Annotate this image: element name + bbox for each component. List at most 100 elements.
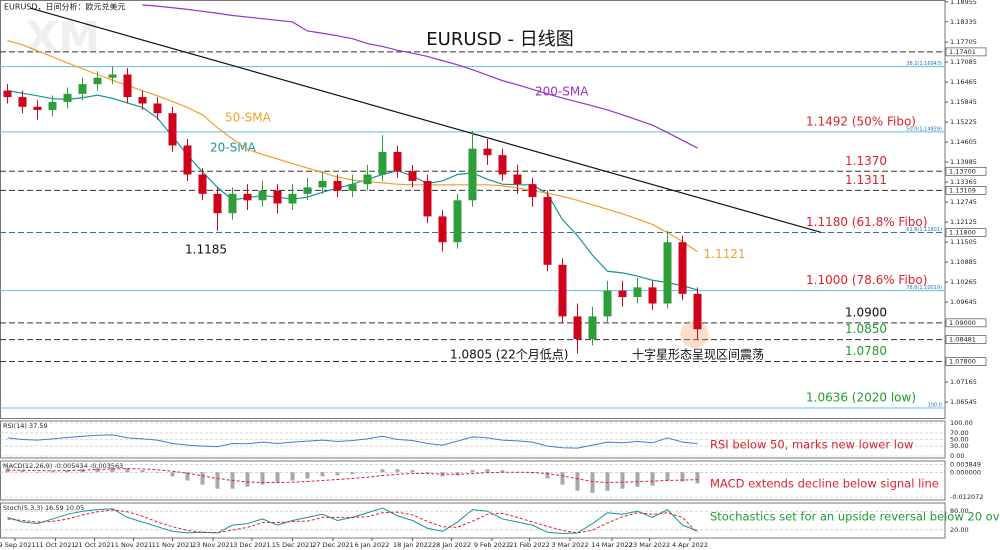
macd-bar bbox=[365, 472, 370, 473]
panel-tick-label: 100.00 bbox=[950, 419, 973, 427]
series-label: 20-SMA bbox=[210, 141, 257, 155]
macd-bar bbox=[395, 469, 400, 473]
candle-body bbox=[108, 74, 117, 78]
fibo-label: 38.2(1.16943) bbox=[906, 61, 942, 67]
candle-body bbox=[423, 180, 432, 217]
candle-body bbox=[18, 97, 27, 107]
candle-body bbox=[453, 200, 462, 243]
candle-body bbox=[573, 316, 582, 339]
macd-bar bbox=[680, 472, 685, 482]
macd-bar bbox=[605, 472, 610, 491]
candle-body bbox=[378, 151, 387, 175]
panel-tick-label: 20.00 bbox=[950, 526, 969, 534]
panel-label: RSI(14) 37.59 bbox=[3, 422, 48, 430]
y-tick-label: 1.15225 bbox=[950, 118, 977, 126]
annotation: 十字星形态呈现区间震荡 bbox=[632, 347, 764, 362]
macd-bar bbox=[560, 472, 565, 485]
macd-bar bbox=[695, 472, 700, 484]
level-label: 1.0900 bbox=[845, 305, 887, 319]
x-tick-label: 3 Dec 2021 bbox=[233, 541, 270, 549]
x-tick-label: 11 Nov 2021 bbox=[152, 541, 194, 549]
macd-bar bbox=[80, 469, 85, 473]
y-tick-label: 1.18335 bbox=[950, 18, 977, 26]
panel-label: Stoch(5,3,3) 16.59 10.05 bbox=[3, 504, 84, 512]
y-tick-label: 1.17705 bbox=[950, 38, 977, 46]
macd-bar bbox=[305, 472, 310, 479]
panel-tick-label: -0.012072 bbox=[950, 493, 983, 501]
candle-body bbox=[288, 193, 297, 204]
macd-bar bbox=[245, 472, 250, 487]
macd-bar bbox=[590, 472, 595, 493]
macd-bar bbox=[485, 469, 490, 473]
x-tick-label: 27 Dec 2021 bbox=[312, 541, 354, 549]
price-tag-box bbox=[945, 335, 987, 344]
y-tick-label: 1.14605 bbox=[950, 138, 977, 146]
candle-body bbox=[363, 174, 372, 185]
chart-subtitle: EURUSD，日间分析：欧元兑美元 bbox=[4, 2, 126, 12]
panel-tick-label: 80.00 bbox=[950, 507, 969, 515]
macd-bar bbox=[35, 472, 40, 473]
x-tick-label: 18 Jan 2022 bbox=[393, 541, 432, 549]
candle-body bbox=[348, 184, 357, 191]
macd-bar bbox=[260, 472, 265, 485]
price-tag-label: 1.09000 bbox=[949, 319, 976, 327]
macd-bar bbox=[665, 472, 670, 481]
x-tick-label: 14 Mar 2022 bbox=[591, 541, 632, 549]
macd-bar bbox=[125, 468, 130, 473]
candle-body bbox=[78, 84, 87, 94]
candle-body bbox=[273, 190, 282, 204]
price-tag-label: 1.07800 bbox=[949, 358, 976, 366]
indicator-line bbox=[7, 509, 698, 534]
candle-body bbox=[213, 193, 222, 214]
x-tick-label: 9 Feb 2022 bbox=[474, 541, 510, 549]
x-tick-label: 15 Dec 2021 bbox=[272, 541, 314, 549]
panel-tick-label: 0.00 bbox=[950, 452, 964, 460]
stoch-panel-frame bbox=[0, 502, 946, 539]
macd-bar bbox=[425, 472, 430, 474]
macd-bar bbox=[155, 472, 160, 473]
macd-bar bbox=[200, 472, 205, 485]
level-label: 1.1180 (61.8% Fibo) bbox=[806, 215, 927, 229]
macd-bar bbox=[275, 472, 280, 483]
candle-body bbox=[438, 216, 447, 243]
candle-body bbox=[663, 242, 672, 304]
price-tag-label: 1.13700 bbox=[949, 167, 976, 175]
macd-bar bbox=[320, 472, 325, 477]
panel-tick-label: 70.00 bbox=[950, 429, 969, 437]
price-tag-box bbox=[945, 166, 987, 176]
candle-body bbox=[498, 155, 507, 175]
panel-annotation: MACD extends decline below signal line bbox=[710, 477, 939, 491]
candle-body bbox=[408, 171, 417, 181]
candle-body bbox=[138, 97, 147, 104]
candle-body bbox=[558, 264, 567, 317]
series-label: 200-SMA bbox=[535, 85, 589, 99]
level-label: 1.1492 (50% Fibo) bbox=[806, 114, 916, 128]
y-tick-label: 1.17085 bbox=[950, 58, 977, 66]
fibo-label: 78.6(1.10019) bbox=[906, 285, 942, 291]
candle-body bbox=[153, 103, 162, 114]
candle-body bbox=[3, 90, 12, 98]
x-tick-label: 29 Sep 2021 bbox=[0, 541, 36, 549]
fibo-label: 50.0(1.14929) bbox=[906, 126, 942, 132]
x-tick-label: 28 Jan 2022 bbox=[432, 541, 471, 549]
price-tag-box bbox=[945, 186, 987, 195]
candle-body bbox=[243, 193, 252, 201]
candle-body bbox=[183, 145, 192, 175]
x-tick-label: 3 Mar 2022 bbox=[551, 541, 588, 549]
candle-body bbox=[93, 77, 102, 85]
macd-bar bbox=[140, 470, 145, 473]
macd-bar bbox=[290, 472, 295, 481]
candle-body bbox=[588, 316, 597, 339]
trendline bbox=[29, 7, 821, 233]
macd-bar bbox=[110, 467, 115, 473]
candle-body bbox=[678, 242, 687, 294]
y-tick-label: 1.06545 bbox=[950, 398, 977, 406]
macd-bar bbox=[650, 472, 655, 486]
fibo-label: 61.8(1.11801) bbox=[906, 227, 942, 233]
y-tick-label: 1.13985 bbox=[950, 158, 977, 166]
price-tag-box bbox=[945, 357, 987, 366]
candle-body bbox=[33, 106, 42, 110]
candle-body bbox=[393, 151, 402, 172]
y-tick-label: 1.13365 bbox=[950, 178, 977, 186]
